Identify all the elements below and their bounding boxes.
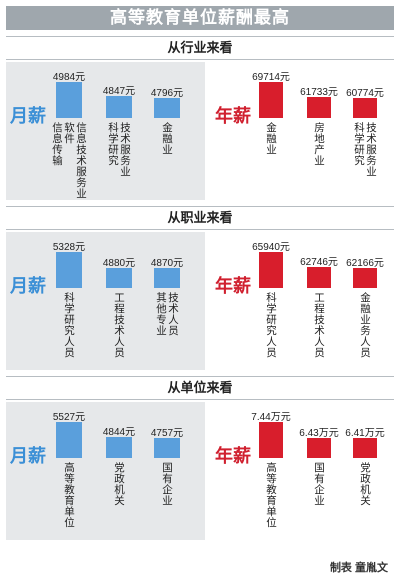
annual-salary-panel: 年薪 7.44万元高等教育单位 6.43万元国有企业 6.41万元党政机关 bbox=[211, 402, 394, 540]
data-label: 4796元 bbox=[150, 88, 184, 99]
bar bbox=[56, 422, 82, 458]
bar bbox=[106, 96, 132, 118]
data-label: 62166元 bbox=[346, 258, 384, 269]
bar bbox=[353, 438, 377, 458]
section-header: 从职业来看 bbox=[6, 206, 394, 230]
monthly-salary-label: 月薪 bbox=[10, 276, 46, 296]
section-title: 从职业来看 bbox=[167, 210, 233, 225]
data-label: 4870元 bbox=[150, 258, 184, 269]
annual-salary-label: 年薪 bbox=[215, 276, 251, 296]
category-label: 高等教育单位 bbox=[63, 462, 75, 528]
monthly-salary-panel: 月薪 5527元高等教育单位 4844元党政机关 4757元国有企业 bbox=[6, 402, 205, 540]
category-label: 技术人员 bbox=[167, 292, 179, 336]
category-label: 国有企业 bbox=[161, 462, 173, 506]
data-label: 4847元 bbox=[102, 86, 136, 97]
category-label: 金融业 bbox=[265, 122, 277, 155]
category-label: 党政机关 bbox=[113, 462, 125, 506]
monthly-salary-panel: 月薪 4984元信息传输 软件 信息技术服务业 4847元科学研究 技术服务业 4796元金… bbox=[6, 62, 205, 200]
bar bbox=[106, 268, 132, 288]
section-3: 从单位来看月薪 5527元高等教育单位 4844元党政机关 4757元国有企业 年薪 7.… bbox=[6, 376, 394, 540]
data-label: 60774元 bbox=[346, 88, 384, 99]
data-label: 4844元 bbox=[102, 427, 136, 438]
bar bbox=[154, 98, 180, 118]
category-label: 金融业 bbox=[161, 122, 173, 155]
bar bbox=[56, 82, 82, 118]
data-label: 69714元 bbox=[252, 72, 290, 83]
category-label: 其他专业 bbox=[155, 292, 167, 336]
bar bbox=[259, 82, 283, 118]
category-label: 金融业务人员 bbox=[359, 292, 371, 358]
section-header: 从单位来看 bbox=[6, 376, 394, 400]
category-label: 科学研究 bbox=[107, 122, 119, 166]
monthly-salary-label: 月薪 bbox=[10, 106, 46, 126]
category-label: 技术服务业 bbox=[119, 122, 131, 177]
data-label: 5527元 bbox=[52, 412, 86, 423]
monthly-salary-label: 月薪 bbox=[10, 446, 46, 466]
bar bbox=[106, 437, 132, 458]
bar bbox=[56, 252, 82, 288]
monthly-salary-panel: 月薪 5328元科学研究人员 4880元工程技术人员 4870元其他专业 技术人员 bbox=[6, 232, 205, 370]
category-label: 科学研究人员 bbox=[265, 292, 277, 358]
data-label: 6.41万元 bbox=[345, 428, 385, 439]
annual-salary-panel: 年薪 65940元科学研究人员 62746元工程技术人员 62166元金融业务人员 bbox=[211, 232, 394, 370]
bar bbox=[154, 438, 180, 458]
category-label: 软件 bbox=[63, 122, 75, 144]
category-label: 国有企业 bbox=[313, 462, 325, 506]
data-label: 6.43万元 bbox=[299, 428, 339, 439]
category-label: 信息技术服务业 bbox=[75, 122, 87, 199]
data-label: 4984元 bbox=[52, 72, 86, 83]
category-label: 科学研究 bbox=[353, 122, 365, 166]
category-label: 高等教育单位 bbox=[265, 462, 277, 528]
bar bbox=[259, 422, 283, 458]
category-label: 技术服务业 bbox=[365, 122, 377, 177]
data-label: 4880元 bbox=[102, 258, 136, 269]
bar bbox=[353, 98, 377, 118]
bar bbox=[307, 438, 331, 458]
category-label: 信息传输 bbox=[51, 122, 63, 166]
bar bbox=[154, 268, 180, 288]
annual-salary-label: 年薪 bbox=[215, 106, 251, 126]
annual-salary-panel: 年薪 69714元金融业 61733元房地产业 60774元科学研究 技术服务业 bbox=[211, 62, 394, 200]
category-label: 工程技术人员 bbox=[113, 292, 125, 358]
data-label: 4757元 bbox=[150, 428, 184, 439]
category-label: 房地产业 bbox=[313, 122, 325, 166]
annual-salary-label: 年薪 bbox=[215, 446, 251, 466]
section-header: 从行业来看 bbox=[6, 36, 394, 60]
bar bbox=[307, 267, 331, 288]
data-label: 7.44万元 bbox=[251, 412, 291, 423]
credit-line: 制表 童胤文 bbox=[329, 562, 388, 574]
section-2: 从职业来看月薪 5328元科学研究人员 4880元工程技术人员 4870元其他专业 技术… bbox=[6, 206, 394, 370]
category-label: 党政机关 bbox=[359, 462, 371, 506]
bar bbox=[307, 97, 331, 118]
data-label: 61733元 bbox=[300, 87, 338, 98]
data-label: 5328元 bbox=[52, 242, 86, 253]
category-label: 工程技术人员 bbox=[313, 292, 325, 358]
bar bbox=[259, 252, 283, 288]
data-label: 62746元 bbox=[300, 257, 338, 268]
bar bbox=[353, 268, 377, 288]
section-title: 从行业来看 bbox=[167, 40, 233, 55]
category-label: 科学研究人员 bbox=[63, 292, 75, 358]
section-title: 从单位来看 bbox=[167, 380, 233, 395]
chart-title: 高等教育单位薪酬最高 bbox=[6, 6, 394, 30]
data-label: 65940元 bbox=[252, 242, 290, 253]
section-1: 从行业来看 月薪 4984元 信息传输 软件 信息技术服务业 4847元 科学研究 技术服务业 4… bbox=[6, 36, 394, 200]
